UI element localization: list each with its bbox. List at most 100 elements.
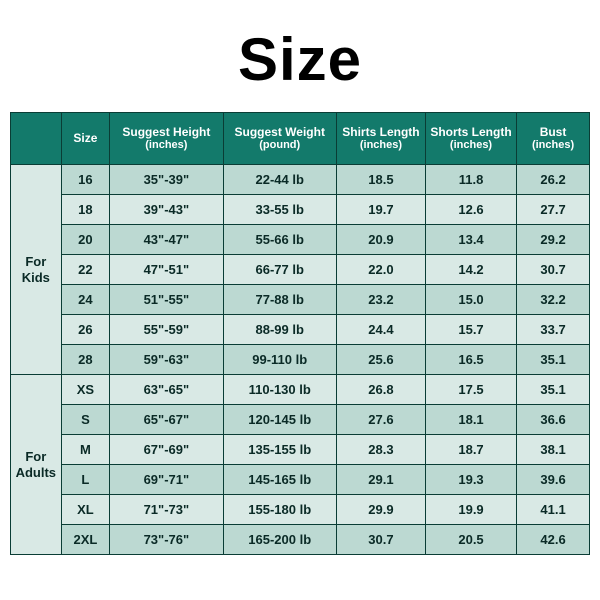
cell-height: 35"-39" — [110, 165, 223, 195]
cell-weight: 33-55 lb — [223, 195, 336, 225]
table-row: 2043"-47"55-66 lb20.913.429.2 — [11, 225, 590, 255]
cell-shorts: 17.5 — [425, 375, 516, 405]
table-header-row: Size Suggest Height(inches) Suggest Weig… — [11, 113, 590, 165]
cell-height: 63"-65" — [110, 375, 223, 405]
table-row: 2451"-55"77-88 lb23.215.032.2 — [11, 285, 590, 315]
cell-shorts: 20.5 — [425, 525, 516, 555]
cell-shorts: 15.0 — [425, 285, 516, 315]
cell-shorts: 16.5 — [425, 345, 516, 375]
cell-bust: 35.1 — [517, 345, 590, 375]
table-row: M67"-69"135-155 lb28.318.738.1 — [11, 435, 590, 465]
cell-shirts: 28.3 — [336, 435, 425, 465]
cell-shorts: 15.7 — [425, 315, 516, 345]
col-header-shorts: Shorts Length(inches) — [425, 113, 516, 165]
cell-bust: 36.6 — [517, 405, 590, 435]
cell-bust: 30.7 — [517, 255, 590, 285]
cell-shirts: 29.1 — [336, 465, 425, 495]
cell-shirts: 19.7 — [336, 195, 425, 225]
cell-shirts: 26.8 — [336, 375, 425, 405]
cell-weight: 110-130 lb — [223, 375, 336, 405]
cell-bust: 38.1 — [517, 435, 590, 465]
cell-height: 59"-63" — [110, 345, 223, 375]
cell-shorts: 19.9 — [425, 495, 516, 525]
cell-shorts: 18.1 — [425, 405, 516, 435]
cell-size: L — [61, 465, 110, 495]
col-header-height: Suggest Height(inches) — [110, 113, 223, 165]
cell-shorts: 12.6 — [425, 195, 516, 225]
col-header-bust: Bust(inches) — [517, 113, 590, 165]
cell-bust: 26.2 — [517, 165, 590, 195]
cell-bust: 42.6 — [517, 525, 590, 555]
col-header-shirts: Shirts Length(inches) — [336, 113, 425, 165]
cell-size: S — [61, 405, 110, 435]
cell-size: 28 — [61, 345, 110, 375]
cell-height: 67"-69" — [110, 435, 223, 465]
cell-size: 22 — [61, 255, 110, 285]
cell-shirts: 23.2 — [336, 285, 425, 315]
table-row: 2655"-59"88-99 lb24.415.733.7 — [11, 315, 590, 345]
cell-bust: 35.1 — [517, 375, 590, 405]
cell-size: 16 — [61, 165, 110, 195]
cell-height: 43"-47" — [110, 225, 223, 255]
cell-shorts: 18.7 — [425, 435, 516, 465]
cell-weight: 165-200 lb — [223, 525, 336, 555]
group-label: ForKids — [11, 165, 62, 375]
table-body: ForKids1635"-39"22-44 lb18.511.826.21839… — [11, 165, 590, 555]
cell-shirts: 22.0 — [336, 255, 425, 285]
cell-bust: 32.2 — [517, 285, 590, 315]
cell-shirts: 18.5 — [336, 165, 425, 195]
page-title: Size — [238, 25, 362, 94]
cell-weight: 77-88 lb — [223, 285, 336, 315]
cell-shirts: 24.4 — [336, 315, 425, 345]
table-row: 2859"-63"99-110 lb25.616.535.1 — [11, 345, 590, 375]
cell-weight: 120-145 lb — [223, 405, 336, 435]
cell-bust: 39.6 — [517, 465, 590, 495]
cell-size: 20 — [61, 225, 110, 255]
cell-shorts: 14.2 — [425, 255, 516, 285]
table-row: ForKids1635"-39"22-44 lb18.511.826.2 — [11, 165, 590, 195]
table-row: S65"-67"120-145 lb27.618.136.6 — [11, 405, 590, 435]
cell-size: 24 — [61, 285, 110, 315]
cell-shirts: 27.6 — [336, 405, 425, 435]
cell-size: XS — [61, 375, 110, 405]
cell-size: XL — [61, 495, 110, 525]
cell-height: 39"-43" — [110, 195, 223, 225]
cell-height: 65"-67" — [110, 405, 223, 435]
table-row: ForAdultsXS63"-65"110-130 lb26.817.535.1 — [11, 375, 590, 405]
table-row: XL71"-73"155-180 lb29.919.941.1 — [11, 495, 590, 525]
table-row: L69"-71"145-165 lb29.119.339.6 — [11, 465, 590, 495]
cell-shirts: 30.7 — [336, 525, 425, 555]
group-label: ForAdults — [11, 375, 62, 555]
cell-bust: 29.2 — [517, 225, 590, 255]
cell-shirts: 29.9 — [336, 495, 425, 525]
cell-weight: 135-155 lb — [223, 435, 336, 465]
cell-height: 73"-76" — [110, 525, 223, 555]
cell-size: M — [61, 435, 110, 465]
cell-weight: 55-66 lb — [223, 225, 336, 255]
col-header-weight: Suggest Weight(pound) — [223, 113, 336, 165]
cell-shirts: 25.6 — [336, 345, 425, 375]
cell-height: 71"-73" — [110, 495, 223, 525]
cell-bust: 41.1 — [517, 495, 590, 525]
cell-shirts: 20.9 — [336, 225, 425, 255]
cell-height: 69"-71" — [110, 465, 223, 495]
cell-shorts: 19.3 — [425, 465, 516, 495]
cell-height: 55"-59" — [110, 315, 223, 345]
cell-weight: 22-44 lb — [223, 165, 336, 195]
table-row: 1839"-43"33-55 lb19.712.627.7 — [11, 195, 590, 225]
cell-shorts: 11.8 — [425, 165, 516, 195]
cell-shorts: 13.4 — [425, 225, 516, 255]
table-row: 2247"-51"66-77 lb22.014.230.7 — [11, 255, 590, 285]
cell-height: 47"-51" — [110, 255, 223, 285]
cell-weight: 155-180 lb — [223, 495, 336, 525]
cell-size: 18 — [61, 195, 110, 225]
cell-height: 51"-55" — [110, 285, 223, 315]
cell-weight: 88-99 lb — [223, 315, 336, 345]
col-header-size: Size — [61, 113, 110, 165]
cell-bust: 33.7 — [517, 315, 590, 345]
cell-weight: 145-165 lb — [223, 465, 336, 495]
cell-size: 2XL — [61, 525, 110, 555]
cell-weight: 99-110 lb — [223, 345, 336, 375]
size-table: Size Suggest Height(inches) Suggest Weig… — [10, 112, 590, 555]
table-row: 2XL73"-76"165-200 lb30.720.542.6 — [11, 525, 590, 555]
